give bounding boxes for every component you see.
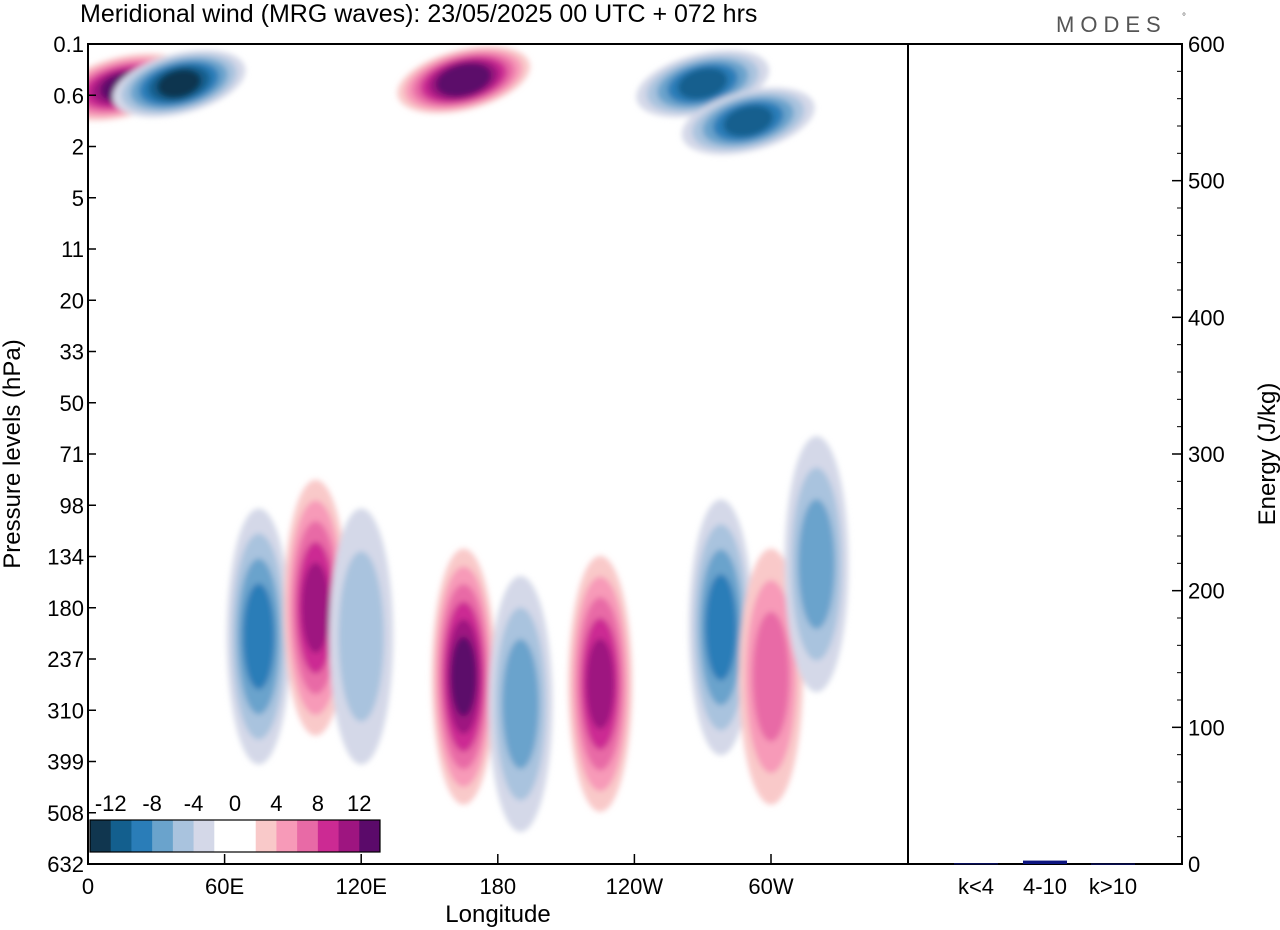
y-tick-label: 33 <box>60 340 84 365</box>
colorbar-label: -12 <box>95 791 127 816</box>
x-tick-label: 60E <box>205 874 244 899</box>
y-tick-label: 310 <box>47 698 84 723</box>
energy-tick-label: 400 <box>1188 305 1225 330</box>
colorbar-label: 0 <box>229 791 241 816</box>
y-tick-label: 2 <box>72 135 84 160</box>
wind-anomaly-1 <box>112 50 246 118</box>
colorbar-swatch <box>297 820 319 852</box>
wind-anomaly-13 <box>784 436 849 693</box>
colorbar-swatch <box>359 820 381 852</box>
y-tick-label: 134 <box>47 545 84 570</box>
colorbar-swatch <box>110 820 132 852</box>
y-tick-label: 399 <box>47 750 84 775</box>
y-tick-label: 180 <box>47 596 84 621</box>
wind-anomaly-9 <box>488 575 553 832</box>
wind-anomaly-2 <box>397 46 531 114</box>
y-tick-label: 50 <box>60 391 84 416</box>
wind-anomaly-6 <box>283 479 348 736</box>
energy-tick-label: 100 <box>1188 715 1225 740</box>
y-tick-label: 0.6 <box>53 83 84 108</box>
energy-category-label: k<4 <box>958 874 994 899</box>
energy-category-label: k>10 <box>1089 874 1137 899</box>
y-tick-label: 632 <box>47 852 84 877</box>
y-tick-label: 11 <box>61 237 84 262</box>
colorbar-swatch <box>276 820 298 852</box>
colorbar-label: 4 <box>270 791 282 816</box>
brand-mark: ° <box>1182 12 1186 23</box>
colorbar-swatch <box>152 820 174 852</box>
energy-tick-label: 500 <box>1188 169 1225 194</box>
energy-tick-label: 300 <box>1188 442 1225 467</box>
energy-panel: 0 100 200 300 400 500 600 k<4 4-10 k>10 <box>907 32 1225 899</box>
y-tick-label: 98 <box>60 493 84 518</box>
x-tick-label: 120E <box>336 874 387 899</box>
colorbar-swatch <box>317 820 340 852</box>
y-tick-label: 20 <box>60 288 84 313</box>
colorbar-swatch <box>172 820 195 852</box>
energy-axis-label: Energy (J/kg) <box>1254 383 1280 526</box>
longitude-axis: 0 60E 120E 180 120W 60W <box>82 854 794 899</box>
colorbar-swatch <box>131 820 153 852</box>
colorbar-label: 8 <box>312 791 324 816</box>
energy-bar <box>1091 863 1135 865</box>
wind-anomaly-10 <box>568 555 633 812</box>
colorbar-swatch <box>214 820 236 852</box>
pressure-axis: 0.1 0.6 2 5 11 20 33 50 71 98 134 180 237 310 399 508 63… <box>47 32 96 877</box>
x-tick-label: 120W <box>606 874 664 899</box>
colorbar-label: -4 <box>184 791 204 816</box>
wind-anomaly-4 <box>681 87 815 155</box>
energy-tick-label: 600 <box>1188 32 1225 57</box>
colorbar-label: -8 <box>142 791 162 816</box>
colorbar-swatch <box>255 820 277 852</box>
y-tick-label: 0.1 <box>53 32 84 57</box>
energy-tick-label: 0 <box>1188 852 1200 877</box>
wind-anomaly-8 <box>431 548 496 805</box>
heatmap-panel <box>88 44 908 864</box>
energy-bar <box>1023 860 1067 864</box>
wind-anomaly-5 <box>226 508 291 765</box>
colorbar: -12 -8 -4 0 4 8 12 <box>89 791 381 853</box>
y-tick-label: 237 <box>47 647 84 672</box>
colorbar-label: 12 <box>347 791 371 816</box>
y-tick-label: 5 <box>72 186 84 211</box>
colorbar-swatch <box>90 820 112 852</box>
energy-frame <box>907 43 1183 865</box>
y-tick-label: 71 <box>60 442 84 467</box>
chart-title: Meridional wind (MRG waves): 23/05/2025 … <box>80 0 757 28</box>
colorbar-swatch <box>235 820 257 852</box>
wind-anomaly-11 <box>688 499 753 756</box>
colorbar-swatch <box>338 820 360 852</box>
x-tick-label: 60W <box>748 874 793 899</box>
x-tick-label: 180 <box>479 874 516 899</box>
energy-bar <box>954 863 998 865</box>
energy-tick-label: 200 <box>1188 579 1225 604</box>
energy-category-label: 4-10 <box>1023 874 1067 899</box>
x-axis-label: Longitude <box>445 901 550 928</box>
colorbar-swatch <box>193 820 215 852</box>
wind-anomaly-7 <box>329 508 394 765</box>
y-tick-label: 508 <box>47 801 84 826</box>
y-axis-label: Pressure levels (hPa) <box>0 339 26 568</box>
x-tick-label: 0 <box>82 874 94 899</box>
brand-logo: MODES <box>1056 12 1167 37</box>
